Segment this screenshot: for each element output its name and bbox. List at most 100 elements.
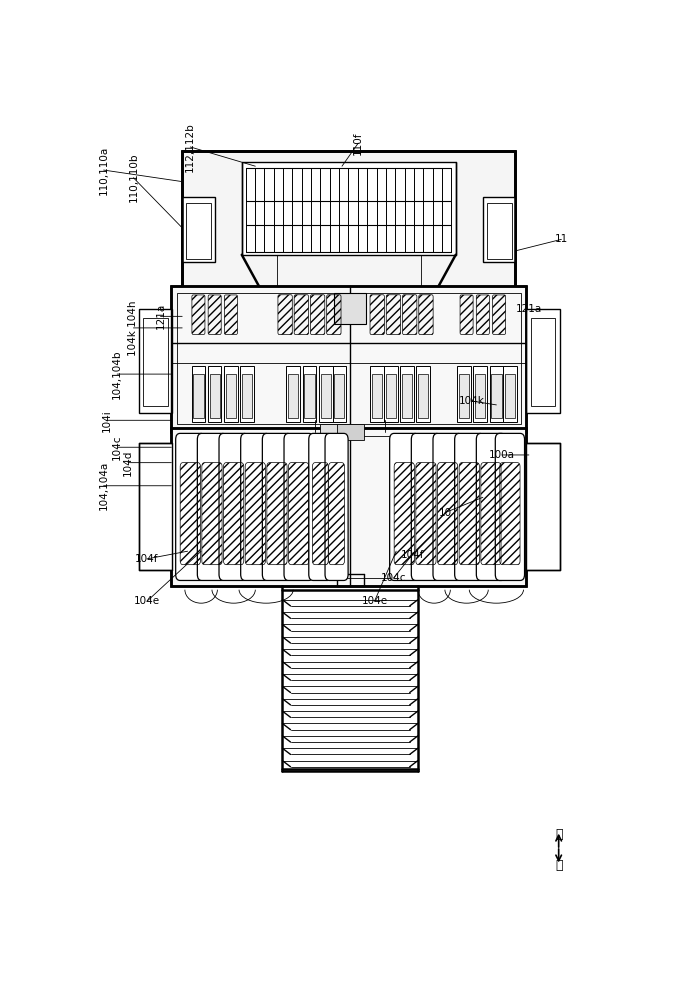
Bar bbox=[139, 443, 173, 570]
FancyBboxPatch shape bbox=[262, 433, 291, 580]
Text: 112,112b: 112,112b bbox=[185, 122, 195, 172]
FancyBboxPatch shape bbox=[473, 279, 492, 340]
FancyBboxPatch shape bbox=[325, 433, 348, 580]
FancyBboxPatch shape bbox=[411, 433, 440, 580]
Text: 104e: 104e bbox=[361, 596, 387, 606]
Text: 104i: 104i bbox=[101, 409, 111, 432]
FancyBboxPatch shape bbox=[197, 433, 226, 580]
Bar bbox=[402, 374, 412, 418]
FancyBboxPatch shape bbox=[284, 433, 313, 580]
Bar bbox=[171, 286, 526, 432]
Bar bbox=[386, 374, 396, 418]
Text: 104d: 104d bbox=[123, 449, 133, 476]
Bar bbox=[334, 374, 345, 418]
Bar bbox=[320, 424, 342, 436]
Bar bbox=[194, 374, 203, 418]
FancyBboxPatch shape bbox=[476, 433, 505, 580]
Bar bbox=[242, 374, 252, 418]
FancyBboxPatch shape bbox=[275, 279, 296, 340]
Text: 104,104a: 104,104a bbox=[99, 461, 108, 510]
Bar bbox=[337, 424, 363, 440]
Bar bbox=[319, 366, 333, 422]
Bar bbox=[503, 366, 517, 422]
Bar bbox=[418, 374, 428, 418]
Text: 后: 后 bbox=[555, 828, 563, 841]
Text: 104e: 104e bbox=[134, 596, 160, 606]
Bar bbox=[192, 366, 206, 422]
Bar bbox=[384, 366, 398, 422]
Text: 104c: 104c bbox=[381, 573, 406, 583]
Bar bbox=[171, 428, 526, 586]
Bar bbox=[473, 366, 487, 422]
Text: 10: 10 bbox=[438, 508, 452, 518]
Bar bbox=[489, 366, 503, 422]
Bar bbox=[182, 197, 215, 262]
Text: 104k: 104k bbox=[459, 396, 485, 406]
Bar bbox=[139, 309, 173, 413]
Text: 前: 前 bbox=[555, 859, 563, 872]
FancyBboxPatch shape bbox=[219, 433, 248, 580]
FancyBboxPatch shape bbox=[189, 279, 208, 340]
Bar bbox=[333, 366, 346, 422]
Text: 104c: 104c bbox=[112, 435, 122, 460]
Bar bbox=[287, 366, 300, 422]
FancyBboxPatch shape bbox=[308, 279, 328, 340]
FancyBboxPatch shape bbox=[454, 433, 484, 580]
FancyBboxPatch shape bbox=[324, 279, 344, 340]
Bar bbox=[491, 374, 501, 418]
Text: 104k 104h: 104k 104h bbox=[129, 300, 138, 356]
FancyBboxPatch shape bbox=[457, 279, 476, 340]
FancyBboxPatch shape bbox=[496, 433, 524, 580]
Bar bbox=[531, 318, 556, 406]
Bar bbox=[487, 203, 512, 259]
Bar bbox=[182, 151, 515, 289]
Bar bbox=[240, 366, 254, 422]
FancyBboxPatch shape bbox=[433, 433, 462, 580]
FancyBboxPatch shape bbox=[383, 279, 404, 340]
Bar bbox=[401, 366, 414, 422]
Bar bbox=[143, 318, 168, 406]
Bar bbox=[304, 374, 315, 418]
FancyBboxPatch shape bbox=[309, 433, 332, 580]
Bar bbox=[226, 374, 236, 418]
Bar bbox=[303, 366, 316, 422]
Bar bbox=[210, 374, 219, 418]
FancyBboxPatch shape bbox=[206, 279, 224, 340]
Text: 11: 11 bbox=[555, 234, 568, 244]
FancyBboxPatch shape bbox=[399, 279, 420, 340]
Bar bbox=[171, 286, 526, 432]
Bar bbox=[483, 197, 515, 262]
Text: 110,110b: 110,110b bbox=[129, 153, 138, 202]
Text: 100a: 100a bbox=[489, 450, 514, 460]
Bar bbox=[208, 366, 222, 422]
Bar bbox=[224, 366, 238, 422]
Text: 110f: 110f bbox=[353, 131, 363, 155]
FancyBboxPatch shape bbox=[389, 433, 419, 580]
Bar bbox=[177, 293, 521, 424]
Bar bbox=[459, 374, 469, 418]
FancyBboxPatch shape bbox=[291, 279, 312, 340]
Bar bbox=[242, 162, 456, 255]
Bar bbox=[372, 374, 382, 418]
Bar bbox=[334, 293, 366, 324]
FancyBboxPatch shape bbox=[175, 433, 205, 580]
Text: 121a: 121a bbox=[516, 304, 542, 314]
Bar bbox=[171, 428, 526, 586]
Bar bbox=[475, 374, 485, 418]
FancyBboxPatch shape bbox=[367, 279, 387, 340]
Bar bbox=[370, 366, 384, 422]
Bar bbox=[186, 203, 211, 259]
Bar bbox=[526, 309, 560, 413]
FancyBboxPatch shape bbox=[490, 279, 508, 340]
Bar bbox=[288, 374, 298, 418]
Text: 110,110a: 110,110a bbox=[99, 145, 108, 195]
FancyBboxPatch shape bbox=[222, 279, 240, 340]
FancyBboxPatch shape bbox=[416, 279, 436, 340]
Bar bbox=[321, 374, 331, 418]
Bar bbox=[526, 443, 560, 570]
Text: 104f: 104f bbox=[135, 554, 159, 564]
Bar bbox=[505, 374, 515, 418]
Bar bbox=[177, 436, 521, 578]
Text: 104,104b: 104,104b bbox=[112, 349, 122, 399]
Bar bbox=[457, 366, 470, 422]
